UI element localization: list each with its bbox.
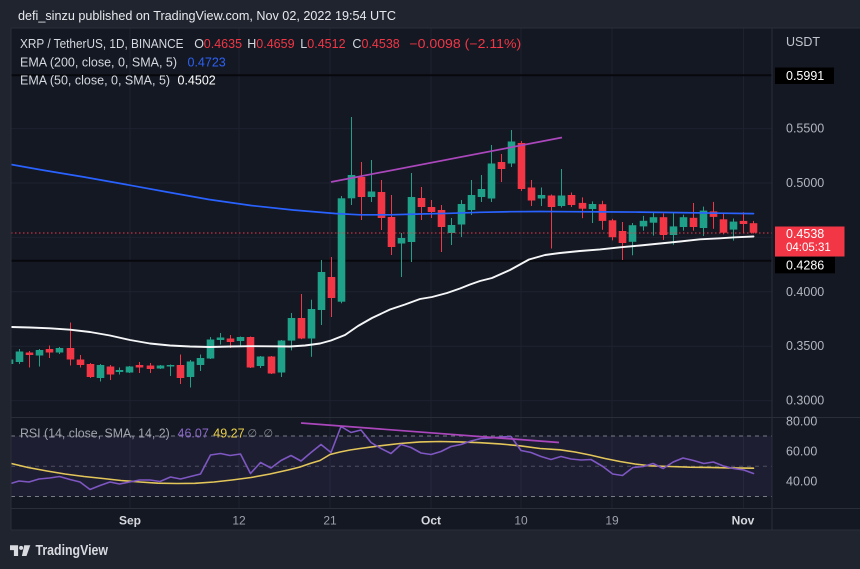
svg-text:EMA (50, close, 0, SMA, 5): EMA (50, close, 0, SMA, 5) <box>20 74 170 88</box>
svg-text:−0.0098 (−2.11%): −0.0098 (−2.11%) <box>409 37 521 51</box>
svg-text:∅: ∅ <box>248 428 258 440</box>
svg-text:80.00: 80.00 <box>786 415 817 429</box>
svg-text:USDT: USDT <box>786 35 820 49</box>
svg-text:0.3500: 0.3500 <box>786 339 824 353</box>
svg-text:0.4635: 0.4635 <box>204 37 242 51</box>
svg-text:Sep: Sep <box>119 514 141 528</box>
svg-text:H: H <box>247 37 256 51</box>
svg-text:49.27: 49.27 <box>213 427 244 441</box>
svg-text:0.3000: 0.3000 <box>786 394 824 408</box>
svg-text:Oct: Oct <box>421 514 441 528</box>
svg-text:O: O <box>194 37 204 51</box>
svg-text:04:05:31: 04:05:31 <box>786 242 831 254</box>
svg-text:XRP / TetherUS, 1D, BINANCE: XRP / TetherUS, 1D, BINANCE <box>20 37 184 51</box>
svg-text:40.00: 40.00 <box>786 475 817 489</box>
svg-text:21: 21 <box>323 514 337 528</box>
svg-text:19: 19 <box>605 514 619 528</box>
svg-text:EMA (200, close, 0, SMA, 5): EMA (200, close, 0, SMA, 5) <box>20 56 177 70</box>
svg-text:0.4659: 0.4659 <box>256 37 294 51</box>
svg-text:60.00: 60.00 <box>786 445 817 459</box>
svg-text:∅: ∅ <box>264 428 274 440</box>
svg-text:TradingView: TradingView <box>36 542 109 559</box>
svg-text:0.5500: 0.5500 <box>786 122 824 136</box>
svg-text:0.5991: 0.5991 <box>786 69 824 83</box>
svg-text:0.4502: 0.4502 <box>178 74 216 88</box>
svg-text:defi_sinzu published on Tradin: defi_sinzu published on TradingView.com,… <box>18 8 396 23</box>
svg-text:0.4538: 0.4538 <box>362 37 400 51</box>
svg-text:0.4000: 0.4000 <box>786 285 824 299</box>
svg-text:12: 12 <box>232 514 246 528</box>
svg-text:C: C <box>352 37 361 51</box>
svg-text:46.07: 46.07 <box>178 427 209 441</box>
svg-text:10: 10 <box>514 514 528 528</box>
svg-text:0.4512: 0.4512 <box>307 37 345 51</box>
svg-text:0.4286: 0.4286 <box>786 258 824 272</box>
svg-text:0.4723: 0.4723 <box>188 56 226 70</box>
svg-text:L: L <box>300 37 307 51</box>
svg-text:0.4538: 0.4538 <box>786 227 824 241</box>
svg-text:Nov: Nov <box>732 514 755 528</box>
svg-text:0.5000: 0.5000 <box>786 176 824 190</box>
svg-text:RSI (14, close, SMA, 14, 2): RSI (14, close, SMA, 14, 2) <box>20 427 170 441</box>
